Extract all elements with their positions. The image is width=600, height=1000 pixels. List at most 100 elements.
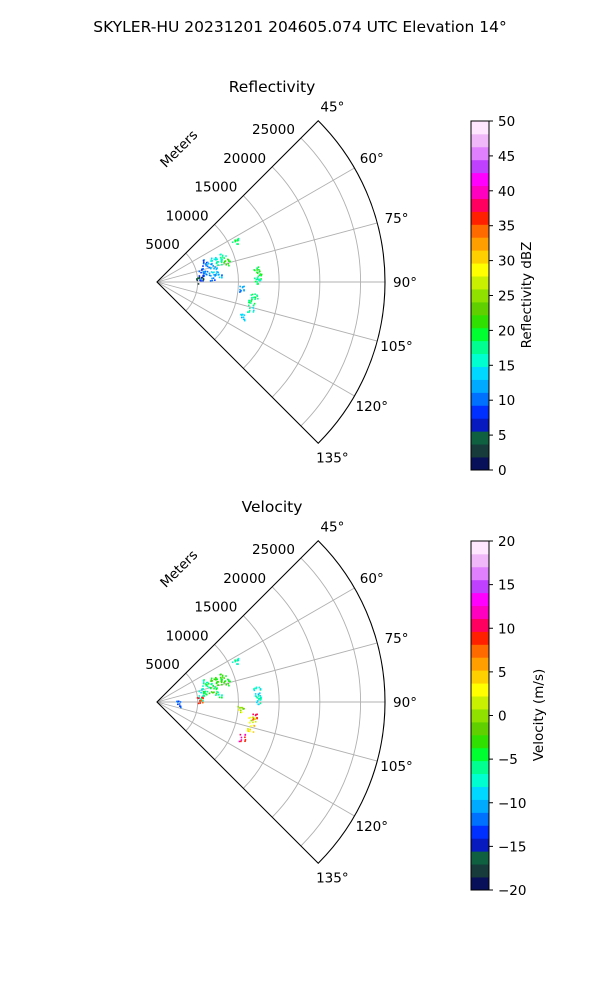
velocity-echo — [215, 691, 223, 699]
velocity-colorbar-tick-label: −10 — [498, 796, 527, 812]
velocity-colorbar-segment — [471, 657, 489, 671]
velocity-colorbar-segment — [471, 877, 489, 891]
reflectivity-range-tick-label: 20000 — [223, 151, 266, 167]
velocity-azimuth-line — [156, 587, 355, 703]
velocity-echo — [231, 657, 240, 665]
reflectivity-azimuth-tick-label: 90° — [393, 275, 417, 291]
reflectivity-echo — [223, 258, 231, 267]
reflectivity-azimuth-tick-label: 135° — [316, 450, 349, 466]
velocity-colorbar-segment — [471, 773, 489, 787]
reflectivity-colorbar-segment — [471, 366, 489, 380]
velocity-title: Velocity — [242, 498, 303, 516]
reflectivity-colorbar-segment — [471, 211, 489, 225]
velocity-colorbar-segment — [471, 825, 489, 839]
reflectivity-colorbar-tick-label: 0 — [498, 463, 507, 479]
velocity-range-tick-label: 10000 — [166, 628, 209, 644]
velocity-echo — [254, 692, 263, 700]
velocity-colorbar-segment — [471, 592, 489, 607]
velocity-echo — [210, 686, 218, 695]
velocity-azimuth-line — [156, 701, 355, 817]
reflectivity-title: Reflectivity — [229, 78, 316, 96]
velocity-colorbar-segment — [471, 812, 489, 826]
velocity-azimuth-tick-label: 135° — [316, 870, 349, 886]
velocity-colorbar-segment — [471, 864, 489, 878]
velocity-panel: Velocity Meters 5000 10000 15000 20000 25000… — [145, 498, 547, 899]
reflectivity-echo — [208, 274, 217, 282]
reflectivity-colorbar-segment — [471, 314, 489, 329]
reflectivity-echo — [239, 285, 245, 293]
reflectivity-azimuth-line — [156, 167, 355, 283]
velocity-range-tick-label: 15000 — [194, 600, 237, 616]
reflectivity-azimuth-tick-label: 105° — [380, 339, 413, 355]
reflectivity-azimuth-line — [156, 281, 378, 342]
reflectivity-range-tick-label: 25000 — [252, 122, 295, 138]
velocity-azimuth-tick-label: 60° — [360, 571, 384, 587]
reflectivity-azimuth-tick-label: 75° — [385, 211, 409, 227]
reflectivity-range-tick-label: 15000 — [194, 180, 237, 196]
velocity-colorbar-tick-label: 10 — [498, 621, 515, 637]
reflectivity-echo — [240, 313, 246, 322]
reflectivity-colorbar-segment — [471, 133, 489, 148]
velocity-colorbar-tick-label: 15 — [498, 578, 515, 594]
velocity-colorbar-segment — [471, 566, 489, 581]
velocity-echo — [196, 696, 204, 705]
reflectivity-colorbar-segment — [471, 159, 489, 174]
reflectivity-echo — [246, 304, 255, 313]
reflectivity-colorbar-segment — [471, 431, 489, 445]
velocity-echo — [237, 705, 245, 714]
velocity-echo — [256, 696, 262, 706]
reflectivity-colorbar-segment — [471, 172, 489, 187]
velocity-echo — [215, 678, 223, 687]
velocity-colorbar-segment — [471, 683, 489, 697]
reflectivity-colorbar-tick-label: 10 — [498, 393, 515, 409]
velocity-colorbar: −20 −15 −10 −5 0 5 10 15 20 — [470, 534, 527, 899]
reflectivity-colorbar-tick-label: 20 — [498, 323, 515, 339]
reflectivity-echoes — [195, 237, 263, 322]
reflectivity-azimuth-tick-label: 60° — [360, 151, 384, 167]
velocity-azimuth-tick-label: 90° — [393, 695, 417, 711]
velocity-radial-label: Meters — [157, 547, 201, 591]
velocity-echo — [176, 700, 182, 709]
velocity-echo — [219, 673, 227, 681]
velocity-colorbar-tick-label: 20 — [498, 534, 515, 550]
velocity-colorbar-segment — [471, 734, 489, 749]
velocity-range-tick-label: 20000 — [223, 571, 266, 587]
velocity-azimuth-tick-label: 120° — [356, 819, 389, 835]
reflectivity-colorbar-segment — [471, 224, 489, 238]
velocity-echo — [246, 724, 256, 733]
reflectivity-colorbar-segment — [471, 250, 489, 264]
velocity-colorbar-segment — [471, 631, 489, 645]
velocity-echo — [223, 678, 231, 687]
velocity-colorbar-tick-label: 0 — [498, 709, 507, 725]
reflectivity-echo — [253, 266, 261, 274]
velocity-colorbar-segment — [471, 605, 489, 619]
reflectivity-colorbar-segment — [471, 457, 489, 471]
velocity-azimuth-tick-label: 75° — [385, 631, 409, 647]
reflectivity-colorbar-segment — [471, 237, 489, 251]
velocity-colorbar-tick-label: 5 — [498, 665, 507, 681]
velocity-colorbar-segment — [471, 696, 489, 710]
reflectivity-colorbar-segment — [471, 146, 489, 161]
velocity-sector-frame — [156, 540, 386, 864]
velocity-echoes — [176, 657, 263, 743]
velocity-colorbar-segment — [471, 760, 489, 775]
reflectivity-colorbar-label: Reflectivity dBZ — [519, 242, 535, 349]
velocity-colorbar-segment — [471, 838, 489, 852]
velocity-colorbar-tick-label: −20 — [498, 883, 527, 899]
reflectivity-colorbar: 0 5 10 15 20 25 30 35 40 45 50 — [470, 114, 515, 479]
reflectivity-colorbar-segment — [471, 185, 489, 199]
velocity-echo — [238, 733, 247, 743]
velocity-range-tick-label: 5000 — [145, 657, 179, 673]
reflectivity-colorbar-segment — [471, 379, 489, 393]
velocity-echo — [253, 686, 262, 695]
reflectivity-colorbar-segment — [471, 405, 489, 419]
velocity-colorbar-segment — [471, 579, 489, 594]
reflectivity-colorbar-segment — [471, 444, 489, 458]
velocity-colorbar-tick-label: −15 — [498, 839, 527, 855]
reflectivity-azimuth-tick-label: 120° — [356, 399, 389, 415]
reflectivity-echo — [195, 276, 205, 285]
reflectivity-colorbar-segment — [471, 392, 489, 406]
reflectivity-colorbar-segment — [471, 263, 489, 277]
reflectivity-colorbar-tick-label: 50 — [498, 114, 515, 130]
